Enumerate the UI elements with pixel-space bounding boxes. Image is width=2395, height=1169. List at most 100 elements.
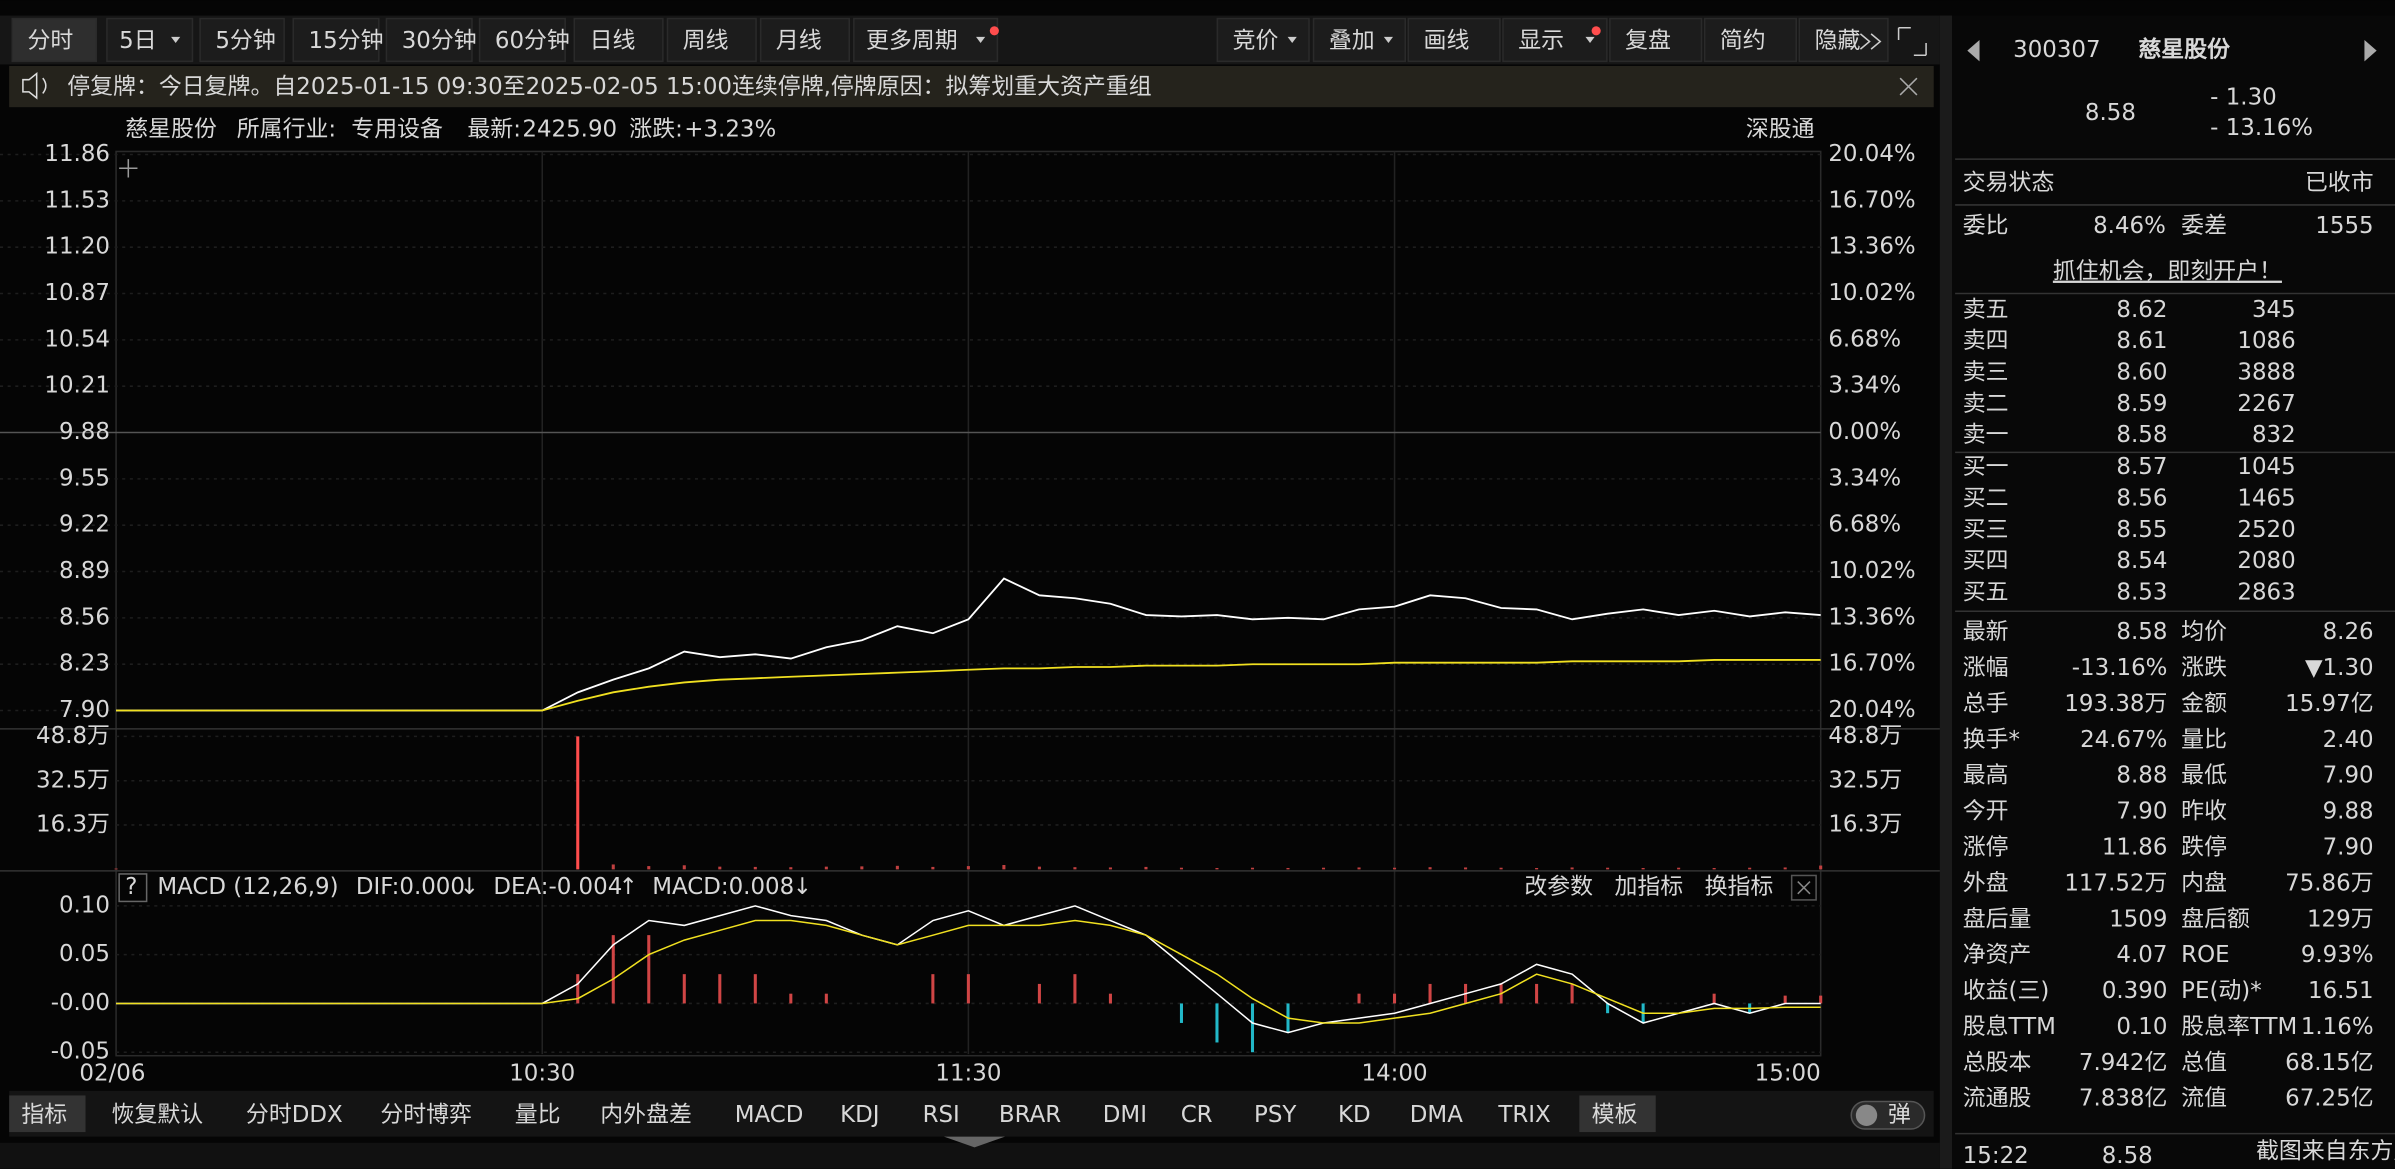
nav-left[interactable] bbox=[1967, 39, 1980, 62]
help-box[interactable] bbox=[118, 873, 148, 903]
tab-label[interactable]: 分时博弈 bbox=[380, 1102, 472, 1128]
stat-label: 今开 bbox=[1963, 799, 2009, 825]
volume-bar bbox=[789, 867, 793, 870]
period-button[interactable] bbox=[573, 17, 664, 63]
tab-label[interactable]: 恢复默认 bbox=[112, 1102, 204, 1128]
tool-label: 竞价 bbox=[1233, 28, 1279, 54]
tab-label[interactable]: BRAR bbox=[999, 1102, 1061, 1128]
period-button[interactable] bbox=[106, 17, 194, 63]
tab-label[interactable]: 分时DDX bbox=[246, 1102, 343, 1128]
volume-bar bbox=[1179, 867, 1183, 870]
stat-value: 8.26 bbox=[2323, 619, 2374, 645]
book-price: 8.56 bbox=[2116, 485, 2167, 511]
stat-value: 117.52万 bbox=[2064, 870, 2167, 896]
stat-label: 跌停 bbox=[2181, 834, 2227, 860]
tool-button[interactable] bbox=[1609, 17, 1703, 63]
tab-label[interactable]: DMA bbox=[1410, 1102, 1463, 1128]
period-button[interactable] bbox=[11, 17, 97, 63]
stat-label: 盘后量 bbox=[1963, 906, 2032, 932]
period-button[interactable] bbox=[478, 17, 566, 63]
stat-value: 7.838亿 bbox=[2079, 1086, 2167, 1112]
tab-label[interactable]: KDJ bbox=[840, 1102, 879, 1128]
tab-label[interactable]: 量比 bbox=[515, 1102, 561, 1128]
close-icon[interactable] bbox=[1899, 77, 1918, 96]
splitter bbox=[1939, 15, 1953, 1169]
tab-label[interactable]: DMI bbox=[1103, 1102, 1147, 1128]
macd-bar bbox=[718, 974, 722, 1004]
y-tick-label: 9.55 bbox=[59, 465, 110, 491]
label: 交易状态 bbox=[1963, 170, 2055, 196]
dropdown-arrow bbox=[976, 36, 986, 44]
period-button[interactable] bbox=[292, 17, 380, 63]
tab-bg[interactable] bbox=[9, 1095, 86, 1133]
y-tick-label: 10.21 bbox=[44, 373, 110, 399]
book-volume: 3888 bbox=[2237, 359, 2295, 385]
period-label: 5分钟 bbox=[215, 28, 275, 54]
volume-bar bbox=[1499, 867, 1503, 870]
book-label: 卖三 bbox=[1963, 359, 2009, 385]
period-button[interactable] bbox=[199, 17, 285, 63]
period-label: 分时 bbox=[27, 28, 73, 54]
period-button[interactable] bbox=[759, 17, 851, 63]
expand-icon[interactable] bbox=[1859, 26, 1927, 57]
label: 委比 bbox=[1963, 213, 2009, 239]
period-button[interactable] bbox=[666, 17, 757, 63]
y-tick-label: 10.87 bbox=[44, 280, 110, 306]
label: 涨跌: bbox=[629, 117, 683, 143]
stat-label: 流值 bbox=[2181, 1086, 2227, 1112]
x-tick-label: 15:00 bbox=[1755, 1061, 1821, 1087]
y-tick-label: 7.90 bbox=[59, 697, 110, 723]
tab-label[interactable]: 内外盘差 bbox=[600, 1102, 692, 1128]
tool-button[interactable] bbox=[1798, 17, 1889, 63]
quote-panel bbox=[1952, 15, 2395, 1169]
indicator-action[interactable]: 换指标 bbox=[1705, 874, 1774, 900]
macd-bar bbox=[1819, 995, 1823, 1004]
book-volume: 345 bbox=[2252, 297, 2296, 323]
index-value: 2425.90 bbox=[522, 117, 617, 143]
x-tick-label: 14:00 bbox=[1362, 1061, 1428, 1087]
y-tick-label: 8.89 bbox=[59, 558, 110, 584]
tab-label[interactable]: 指标 bbox=[21, 1102, 67, 1128]
close-box[interactable] bbox=[1790, 874, 1817, 901]
book-label: 买四 bbox=[1963, 548, 2009, 574]
macd-bar bbox=[1357, 993, 1361, 1004]
promo-link[interactable]: 抓住机会，即刻开户！ bbox=[2053, 259, 2282, 285]
tab-label[interactable]: MACD bbox=[735, 1102, 804, 1128]
stat-label: 最低 bbox=[2181, 763, 2227, 789]
tool-button[interactable] bbox=[1703, 17, 1798, 63]
period-button[interactable] bbox=[385, 17, 473, 63]
book-label: 卖一 bbox=[1963, 422, 2009, 448]
volume-bar bbox=[1428, 867, 1432, 870]
label: 最新: bbox=[467, 117, 521, 143]
stat-value: 9.88 bbox=[2323, 799, 2374, 825]
period-button[interactable] bbox=[853, 17, 999, 63]
dea-line bbox=[116, 919, 1821, 1024]
volume-bar bbox=[1570, 867, 1574, 870]
red-dot bbox=[1591, 26, 1601, 36]
stat-value: 24.67% bbox=[2080, 727, 2167, 753]
stat-value: 4.07 bbox=[2116, 942, 2167, 968]
volume-bar bbox=[860, 866, 864, 870]
tab-label[interactable]: CR bbox=[1181, 1102, 1213, 1128]
y-tick-label: 9.22 bbox=[59, 512, 110, 538]
tab-label[interactable]: KD bbox=[1338, 1102, 1371, 1128]
tab-label[interactable]: 模板 bbox=[1592, 1102, 1638, 1128]
stat-value: 16.51 bbox=[2308, 978, 2374, 1004]
nav-right[interactable] bbox=[2364, 39, 2377, 62]
tool-label: 显示 bbox=[1518, 28, 1564, 54]
period-label: 15分钟 bbox=[309, 28, 384, 54]
y-tick-label: 9.88 bbox=[59, 419, 110, 445]
toggle-label: 弹 bbox=[1888, 1102, 1911, 1128]
tab-label[interactable]: RSI bbox=[923, 1102, 960, 1128]
tab-label[interactable]: PSY bbox=[1254, 1102, 1297, 1128]
stat-label: 流通股 bbox=[1963, 1086, 2032, 1112]
indicator-action[interactable]: 改参数 bbox=[1524, 874, 1593, 900]
tool-button[interactable] bbox=[1407, 17, 1501, 63]
indicator-action[interactable]: 加指标 bbox=[1614, 874, 1683, 900]
tab-bg[interactable] bbox=[1579, 1095, 1656, 1133]
tab-label[interactable]: TRIX bbox=[1497, 1102, 1550, 1128]
volume-bar bbox=[931, 866, 935, 870]
stat-value: 75.86万 bbox=[2285, 870, 2373, 896]
volume-bar bbox=[1108, 867, 1112, 870]
